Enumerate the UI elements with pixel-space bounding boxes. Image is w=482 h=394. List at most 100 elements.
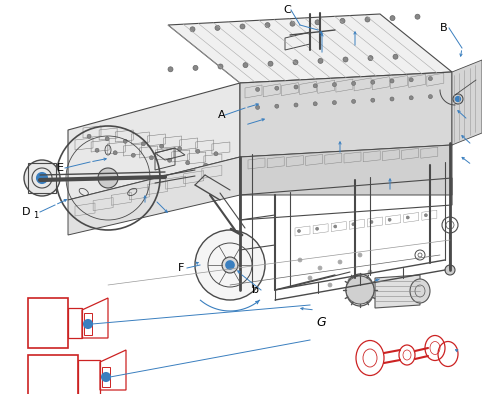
Circle shape bbox=[193, 65, 198, 71]
Circle shape bbox=[195, 230, 265, 300]
Circle shape bbox=[318, 266, 322, 270]
Circle shape bbox=[105, 137, 109, 141]
Circle shape bbox=[240, 24, 245, 29]
Bar bbox=[28, 355, 78, 394]
Circle shape bbox=[196, 149, 200, 153]
Circle shape bbox=[178, 147, 182, 151]
Circle shape bbox=[113, 151, 117, 155]
Circle shape bbox=[352, 223, 355, 226]
Circle shape bbox=[409, 96, 413, 100]
Circle shape bbox=[424, 214, 428, 217]
Circle shape bbox=[318, 58, 323, 63]
Circle shape bbox=[358, 253, 362, 257]
Circle shape bbox=[313, 102, 317, 106]
Text: b: b bbox=[252, 285, 259, 295]
Circle shape bbox=[346, 276, 374, 304]
Bar bbox=[102, 367, 110, 387]
Circle shape bbox=[37, 173, 47, 183]
Circle shape bbox=[255, 87, 260, 91]
Circle shape bbox=[160, 144, 163, 148]
Circle shape bbox=[308, 276, 312, 280]
Bar bbox=[68, 308, 82, 338]
Circle shape bbox=[293, 60, 298, 65]
Text: A: A bbox=[218, 110, 226, 120]
Circle shape bbox=[313, 84, 317, 88]
Text: F: F bbox=[178, 263, 185, 273]
Circle shape bbox=[340, 19, 345, 23]
Circle shape bbox=[243, 63, 248, 68]
Polygon shape bbox=[240, 145, 452, 195]
Circle shape bbox=[343, 57, 348, 62]
Circle shape bbox=[294, 103, 298, 107]
Circle shape bbox=[315, 20, 320, 25]
Circle shape bbox=[351, 82, 356, 85]
Circle shape bbox=[290, 21, 295, 26]
Circle shape bbox=[371, 80, 375, 84]
Circle shape bbox=[370, 221, 373, 223]
Circle shape bbox=[168, 158, 172, 162]
Circle shape bbox=[333, 100, 336, 104]
Circle shape bbox=[298, 258, 302, 262]
Circle shape bbox=[275, 86, 279, 90]
Circle shape bbox=[222, 166, 226, 170]
Ellipse shape bbox=[410, 279, 430, 303]
Text: B: B bbox=[440, 23, 448, 33]
Circle shape bbox=[388, 218, 391, 221]
Circle shape bbox=[131, 153, 135, 157]
Circle shape bbox=[265, 22, 270, 28]
Circle shape bbox=[333, 83, 336, 87]
Circle shape bbox=[371, 98, 375, 102]
Circle shape bbox=[297, 229, 300, 232]
Circle shape bbox=[275, 104, 279, 108]
Circle shape bbox=[445, 265, 455, 275]
Polygon shape bbox=[240, 72, 452, 157]
Polygon shape bbox=[68, 83, 240, 200]
Circle shape bbox=[98, 168, 118, 188]
Circle shape bbox=[415, 14, 420, 19]
Circle shape bbox=[255, 106, 260, 110]
Polygon shape bbox=[452, 60, 482, 145]
Circle shape bbox=[168, 67, 173, 72]
Circle shape bbox=[218, 64, 223, 69]
Circle shape bbox=[149, 156, 153, 160]
Circle shape bbox=[84, 320, 92, 328]
Circle shape bbox=[222, 257, 238, 273]
Circle shape bbox=[226, 261, 234, 269]
Circle shape bbox=[294, 85, 298, 89]
Circle shape bbox=[141, 142, 146, 146]
Circle shape bbox=[334, 225, 337, 228]
Circle shape bbox=[87, 134, 91, 138]
Circle shape bbox=[338, 260, 342, 264]
Bar bbox=[28, 163, 56, 193]
Circle shape bbox=[390, 97, 394, 101]
Circle shape bbox=[186, 161, 190, 165]
Circle shape bbox=[368, 56, 373, 61]
Circle shape bbox=[351, 99, 356, 103]
Circle shape bbox=[455, 97, 460, 102]
Circle shape bbox=[390, 79, 394, 83]
Text: D: D bbox=[22, 207, 30, 217]
Circle shape bbox=[204, 163, 208, 167]
Circle shape bbox=[365, 17, 370, 22]
Text: E: E bbox=[57, 163, 64, 173]
Circle shape bbox=[102, 373, 110, 381]
Circle shape bbox=[368, 270, 372, 274]
Circle shape bbox=[95, 148, 99, 152]
Bar bbox=[28, 298, 68, 348]
Ellipse shape bbox=[346, 274, 374, 306]
Circle shape bbox=[348, 278, 352, 282]
Text: C: C bbox=[283, 5, 291, 15]
Bar bbox=[78, 360, 100, 394]
Circle shape bbox=[214, 152, 218, 156]
Circle shape bbox=[316, 227, 319, 230]
Text: 1: 1 bbox=[33, 210, 38, 219]
Circle shape bbox=[428, 76, 432, 81]
Circle shape bbox=[123, 139, 127, 143]
Polygon shape bbox=[375, 275, 420, 308]
Circle shape bbox=[190, 27, 195, 32]
Circle shape bbox=[24, 160, 60, 196]
Circle shape bbox=[215, 25, 220, 30]
Polygon shape bbox=[168, 14, 452, 83]
Circle shape bbox=[328, 283, 332, 287]
Circle shape bbox=[428, 95, 432, 98]
